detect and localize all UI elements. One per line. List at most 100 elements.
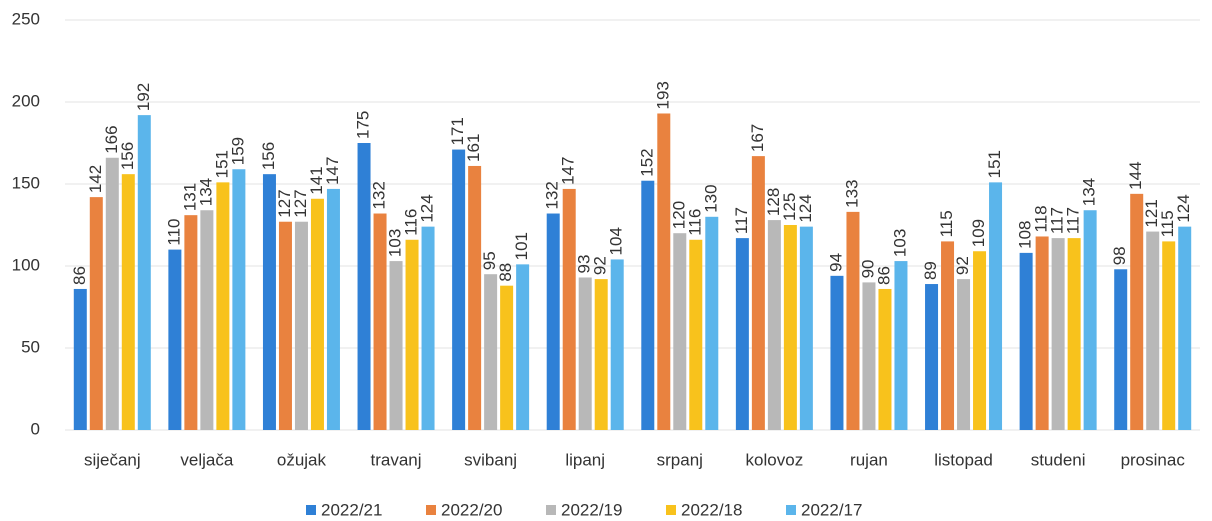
x-tick-label: siječanj [84,450,141,469]
value-label: 159 [228,137,247,165]
bar [594,279,608,430]
bar [468,165,482,430]
bar [121,174,135,430]
value-label: 116 [685,209,704,236]
bar [326,188,340,430]
bar [689,239,703,430]
bar [862,282,876,430]
value-label: 132 [370,181,389,209]
bar [1035,236,1049,430]
value-label: 130 [701,184,720,212]
bar [421,226,435,430]
value-label: 175 [354,111,373,139]
value-label: 118 [1032,205,1051,232]
legend-swatch [786,505,796,515]
bar [673,233,687,430]
bar [767,220,781,430]
bar [925,284,939,430]
value-label: 125 [780,193,799,221]
y-tick-label: 100 [12,255,40,274]
value-label: 120 [669,201,688,229]
value-label: 92 [591,256,610,275]
bar [941,241,955,430]
bar [184,215,198,430]
value-label: 134 [1080,178,1099,206]
y-tick-label: 250 [12,9,40,28]
value-label: 142 [86,165,105,193]
value-label: 124 [418,194,437,222]
value-label: 92 [953,256,972,275]
value-label: 156 [259,142,278,170]
x-tick-label: travanj [371,450,422,469]
value-label: 151 [985,150,1004,178]
value-label: 103 [386,229,405,257]
value-label: 151 [212,150,231,178]
value-label: 104 [607,227,626,255]
x-tick-label: ožujak [277,450,327,469]
value-label: 171 [448,117,467,145]
value-label: 115 [937,210,956,237]
bar [262,174,276,430]
legend-label: 2022/19 [561,500,622,519]
x-tick-label: svibanj [464,450,517,469]
bar [610,259,624,430]
bar [846,211,860,430]
y-tick-label: 150 [12,173,40,192]
value-label: 95 [480,251,499,270]
bar [799,226,813,430]
bar [1019,252,1033,430]
bar [168,249,182,430]
bar [657,113,671,430]
bar [216,182,230,430]
value-label: 147 [323,157,342,185]
bar [1146,231,1160,430]
value-label: 124 [1174,194,1193,222]
x-tick-label: srpanj [657,450,703,469]
value-label: 117 [1064,207,1083,234]
bar [957,279,971,430]
value-label: 167 [748,124,767,152]
value-label: 88 [496,263,515,282]
value-label: 109 [969,219,988,247]
value-label: 89 [921,261,940,280]
value-label: 161 [464,134,483,162]
value-label: 121 [1142,199,1161,227]
bar [137,115,151,431]
bar [200,210,214,430]
bar [578,277,592,430]
value-label: 93 [575,255,594,274]
bar [562,188,576,430]
bar [500,285,514,430]
value-label: 133 [842,180,861,208]
bar [989,182,1003,430]
value-label: 132 [543,181,562,209]
value-label: 110 [164,218,183,245]
bar [516,264,530,430]
bar [546,213,560,430]
bar [973,251,987,430]
legend-swatch [546,505,556,515]
value-label: 127 [275,189,294,217]
value-label: 193 [653,81,672,109]
bar [373,213,387,430]
bar [751,156,765,430]
bar [357,143,371,430]
bar [830,275,844,430]
value-label: 86 [70,266,89,285]
y-tick-label: 50 [21,337,40,356]
value-label: 115 [1158,210,1177,237]
legend-label: 2022/18 [681,500,742,519]
x-tick-label: veljača [180,450,233,469]
value-label: 147 [559,157,578,185]
bar [641,180,655,430]
value-label: 144 [1126,161,1145,189]
value-label: 141 [307,166,326,194]
value-label: 166 [102,125,121,153]
bar [310,198,324,430]
x-tick-label: rujan [850,450,888,469]
legend-swatch [666,505,676,515]
value-label: 131 [180,183,199,211]
bar [484,274,498,430]
